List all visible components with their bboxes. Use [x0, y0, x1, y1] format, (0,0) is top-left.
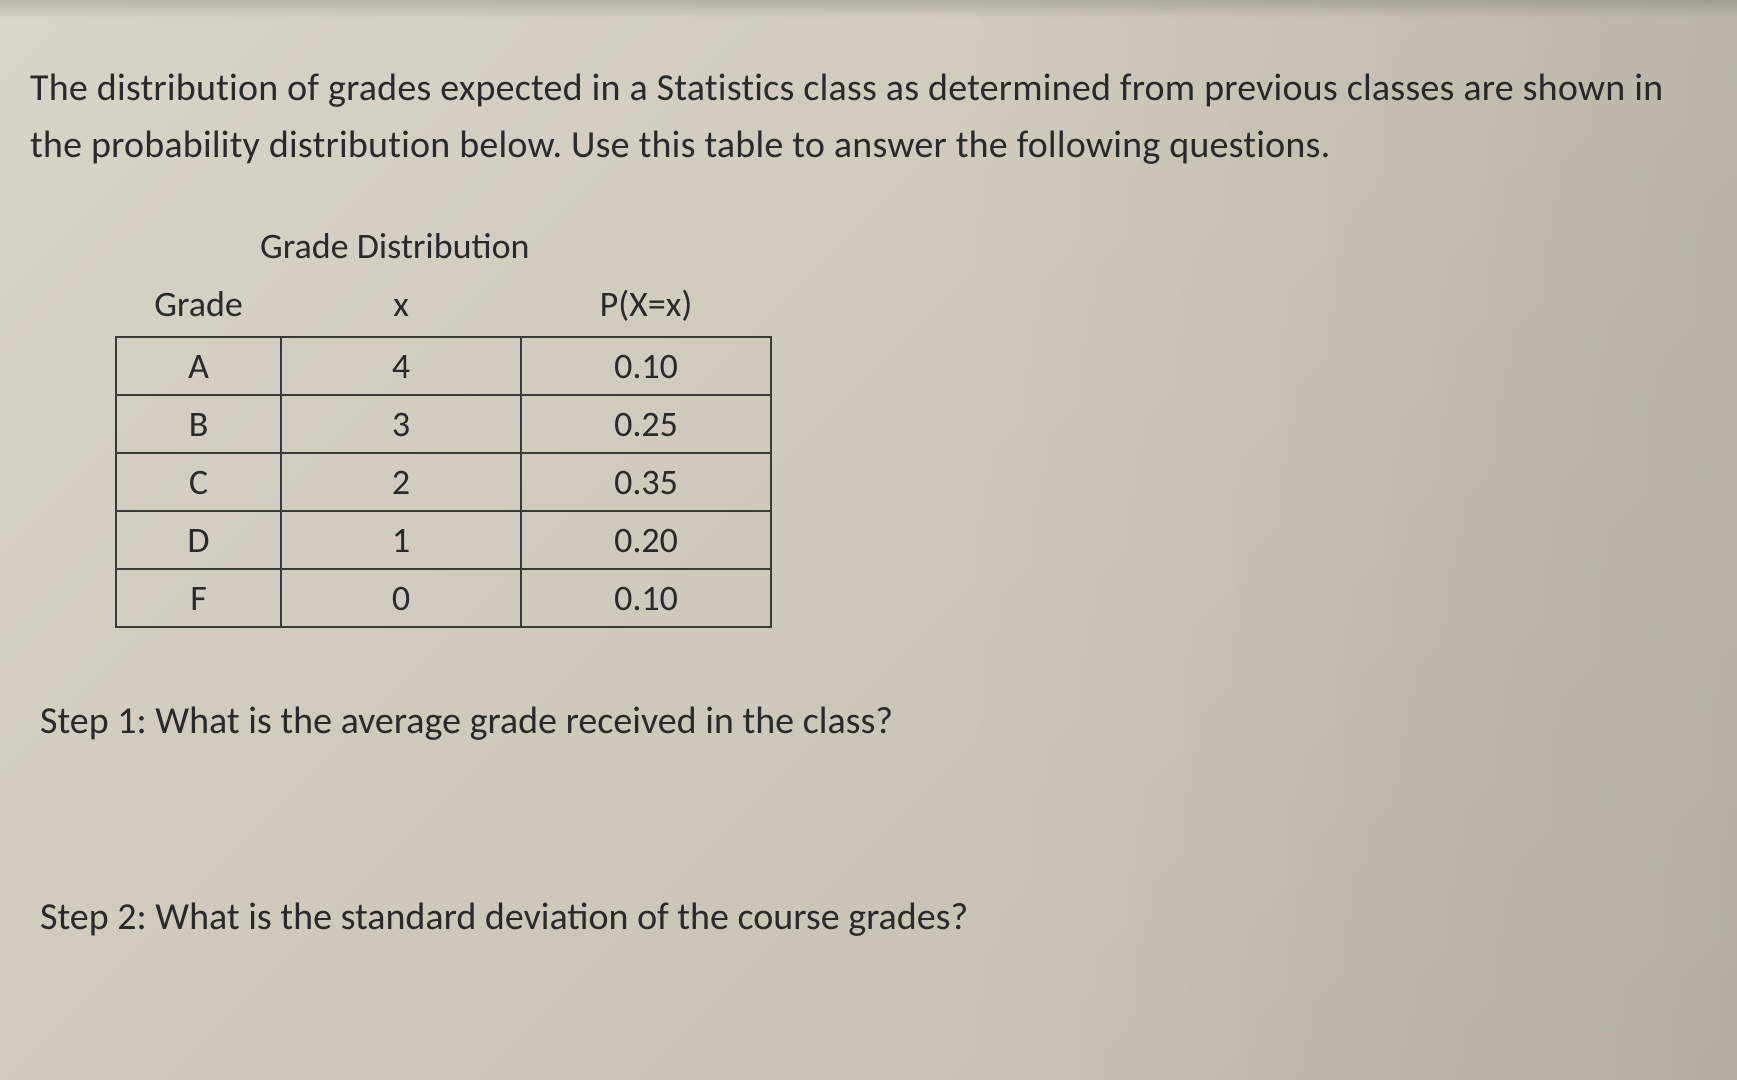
cell-x: 3 — [281, 395, 521, 453]
cell-x: 4 — [281, 337, 521, 395]
table-row: B 3 0.25 — [116, 395, 771, 453]
cell-grade: D — [116, 511, 281, 569]
cell-x: 0 — [281, 569, 521, 627]
cell-grade: B — [116, 395, 281, 453]
col-header-grade: Grade — [116, 276, 281, 337]
cell-grade: A — [116, 337, 281, 395]
cell-p: 0.10 — [521, 337, 771, 395]
table-row: C 2 0.35 — [116, 453, 771, 511]
grade-distribution-table-wrapper: Grade Distribution Grade x P(X=x) A 4 0.… — [115, 224, 1707, 628]
grade-distribution-table: Grade x P(X=x) A 4 0.10 B 3 0.25 C 2 0.3… — [115, 276, 772, 628]
cell-grade: F — [116, 569, 281, 627]
cell-x: 1 — [281, 511, 521, 569]
cell-p: 0.35 — [521, 453, 771, 511]
cell-p: 0.10 — [521, 569, 771, 627]
col-header-p: P(X=x) — [521, 276, 771, 337]
table-row: A 4 0.10 — [116, 337, 771, 395]
table-row: F 0 0.10 — [116, 569, 771, 627]
cell-grade: C — [116, 453, 281, 511]
step-2-question: Step 2: What is the standard deviation o… — [40, 894, 1707, 940]
cell-p: 0.25 — [521, 395, 771, 453]
step-1-question: Step 1: What is the average grade receiv… — [40, 698, 1707, 744]
table-row: D 1 0.20 — [116, 511, 771, 569]
table-header-row: Grade x P(X=x) — [116, 276, 771, 337]
table-title: Grade Distribution — [260, 224, 1707, 268]
cell-p: 0.20 — [521, 511, 771, 569]
intro-paragraph: The distribution of grades expected in a… — [30, 60, 1707, 174]
col-header-x: x — [281, 276, 521, 337]
cell-x: 2 — [281, 453, 521, 511]
